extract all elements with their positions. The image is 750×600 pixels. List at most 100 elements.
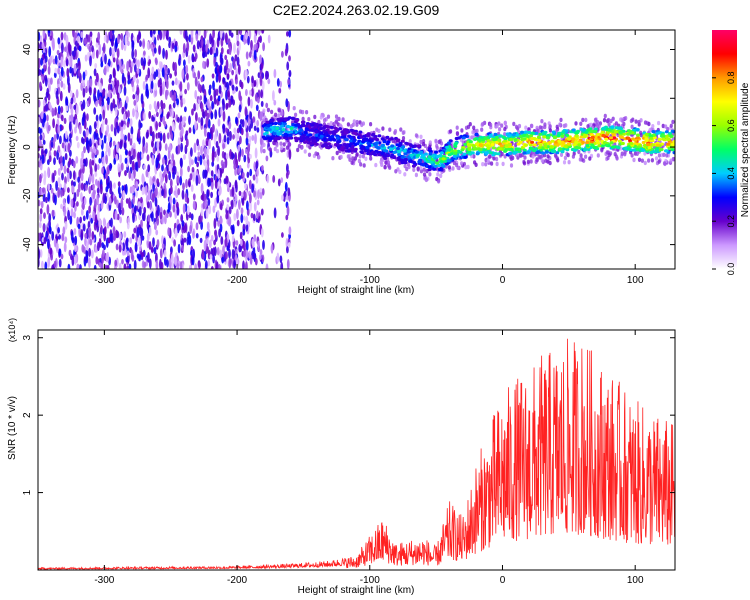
heatmap-cell <box>81 136 84 144</box>
x-tick-label: 0 <box>500 575 506 586</box>
heatmap-cell <box>358 130 363 134</box>
heatmap-cell <box>256 199 260 206</box>
heatmap-cell <box>95 178 98 186</box>
heatmap-cell <box>221 256 225 264</box>
heatmap-cell <box>161 164 164 172</box>
heatmap-cell <box>127 79 131 85</box>
heatmap-cell <box>64 236 68 244</box>
heatmap-cell <box>644 132 649 136</box>
y-tick-label: 40 <box>22 44 33 56</box>
heatmap-cell <box>387 137 392 141</box>
heatmap-cell <box>238 90 242 101</box>
heatmap-cell <box>260 227 264 238</box>
heatmap-cell <box>212 80 215 91</box>
heatmap-cell <box>245 148 248 155</box>
heatmap-cell <box>83 146 86 154</box>
heatmap-cell <box>258 254 262 261</box>
heatmap-cell <box>297 131 302 135</box>
heatmap-cell <box>177 144 181 155</box>
heatmap-cell <box>384 160 388 165</box>
heatmap-cell <box>344 129 349 133</box>
heatmap-cell <box>260 127 264 139</box>
heatmap-cell <box>375 138 380 142</box>
heatmap-cell <box>348 157 352 162</box>
heatmap-cell <box>244 106 248 117</box>
heatmap-cell <box>329 125 334 129</box>
heatmap-cell <box>151 66 155 75</box>
heatmap-cell <box>584 117 588 123</box>
heatmap-cell <box>60 114 64 122</box>
heatmap-cell <box>221 31 225 41</box>
heatmap-cell <box>584 130 589 134</box>
heatmap-cell <box>142 80 146 91</box>
heatmap-cell <box>165 212 169 219</box>
heatmap-cell <box>145 131 149 139</box>
heatmap-cell <box>428 172 432 177</box>
heatmap-cell <box>247 60 251 67</box>
heatmap-cell <box>38 99 41 108</box>
heatmap-cell <box>173 222 177 230</box>
heatmap-cell <box>614 121 619 126</box>
heatmap-cell <box>475 152 480 156</box>
heatmap-cell <box>650 158 655 163</box>
heatmap-cell <box>70 230 74 242</box>
heatmap-cell <box>191 159 194 166</box>
heatmap-cell <box>119 65 123 73</box>
heatmap-cell <box>185 138 189 148</box>
heatmap-cell <box>304 127 309 131</box>
heatmap-cell <box>641 140 646 145</box>
heatmap-cell <box>351 156 355 161</box>
heatmap-cell <box>260 100 264 107</box>
heatmap-cell <box>67 263 71 269</box>
heatmap-cell <box>396 139 400 143</box>
heatmap-cell <box>51 37 55 47</box>
heatmap-cell <box>517 123 522 129</box>
heatmap-cell <box>284 48 288 57</box>
heatmap-cell <box>80 182 84 191</box>
heatmap-cell <box>155 229 159 236</box>
heatmap-cell <box>202 51 206 59</box>
heatmap-cell <box>319 115 323 120</box>
heatmap-cell <box>380 151 385 155</box>
heatmap-cell <box>361 121 365 126</box>
heatmap-cell <box>103 218 107 227</box>
heatmap-cell <box>73 104 77 110</box>
heatmap-cell <box>58 234 61 240</box>
heatmap-cell <box>218 190 221 197</box>
heatmap-cell <box>57 37 61 45</box>
heatmap-cell <box>643 160 647 166</box>
heatmap-cell <box>189 224 193 234</box>
heatmap-cell <box>657 120 661 126</box>
heatmap-cell <box>396 156 401 160</box>
heatmap-cell <box>107 147 111 157</box>
heatmap-cell <box>604 137 609 141</box>
heatmap-cell <box>481 148 486 152</box>
heatmap-cell <box>215 88 219 96</box>
heatmap-cell <box>389 147 394 151</box>
heatmap-cell <box>607 128 612 132</box>
heatmap-cell <box>95 49 99 59</box>
heatmap-cell <box>69 170 72 180</box>
heatmap-cell <box>180 97 184 108</box>
heatmap-cell <box>289 136 294 140</box>
heatmap-cell <box>265 155 269 162</box>
heatmap-cell <box>174 209 178 220</box>
heatmap-cell <box>665 153 669 158</box>
heatmap-cell <box>156 34 160 41</box>
heatmap-cell <box>130 61 134 68</box>
heatmap-cell <box>60 31 64 41</box>
heatmap-cell <box>80 31 84 39</box>
heatmap-cell <box>186 82 190 91</box>
heatmap-cell <box>614 130 618 134</box>
heatmap-cell <box>115 153 119 162</box>
heatmap-cell <box>455 162 459 168</box>
heatmap-cell <box>121 72 125 84</box>
heatmap-cell <box>112 33 115 42</box>
y-tick-label: 1 <box>22 489 33 495</box>
heatmap-cell <box>134 64 137 73</box>
heatmap-cell <box>146 221 150 230</box>
heatmap-cell <box>70 97 74 105</box>
heatmap-cell <box>225 103 229 110</box>
heatmap-cell <box>163 30 167 37</box>
heatmap-cell <box>230 32 234 38</box>
